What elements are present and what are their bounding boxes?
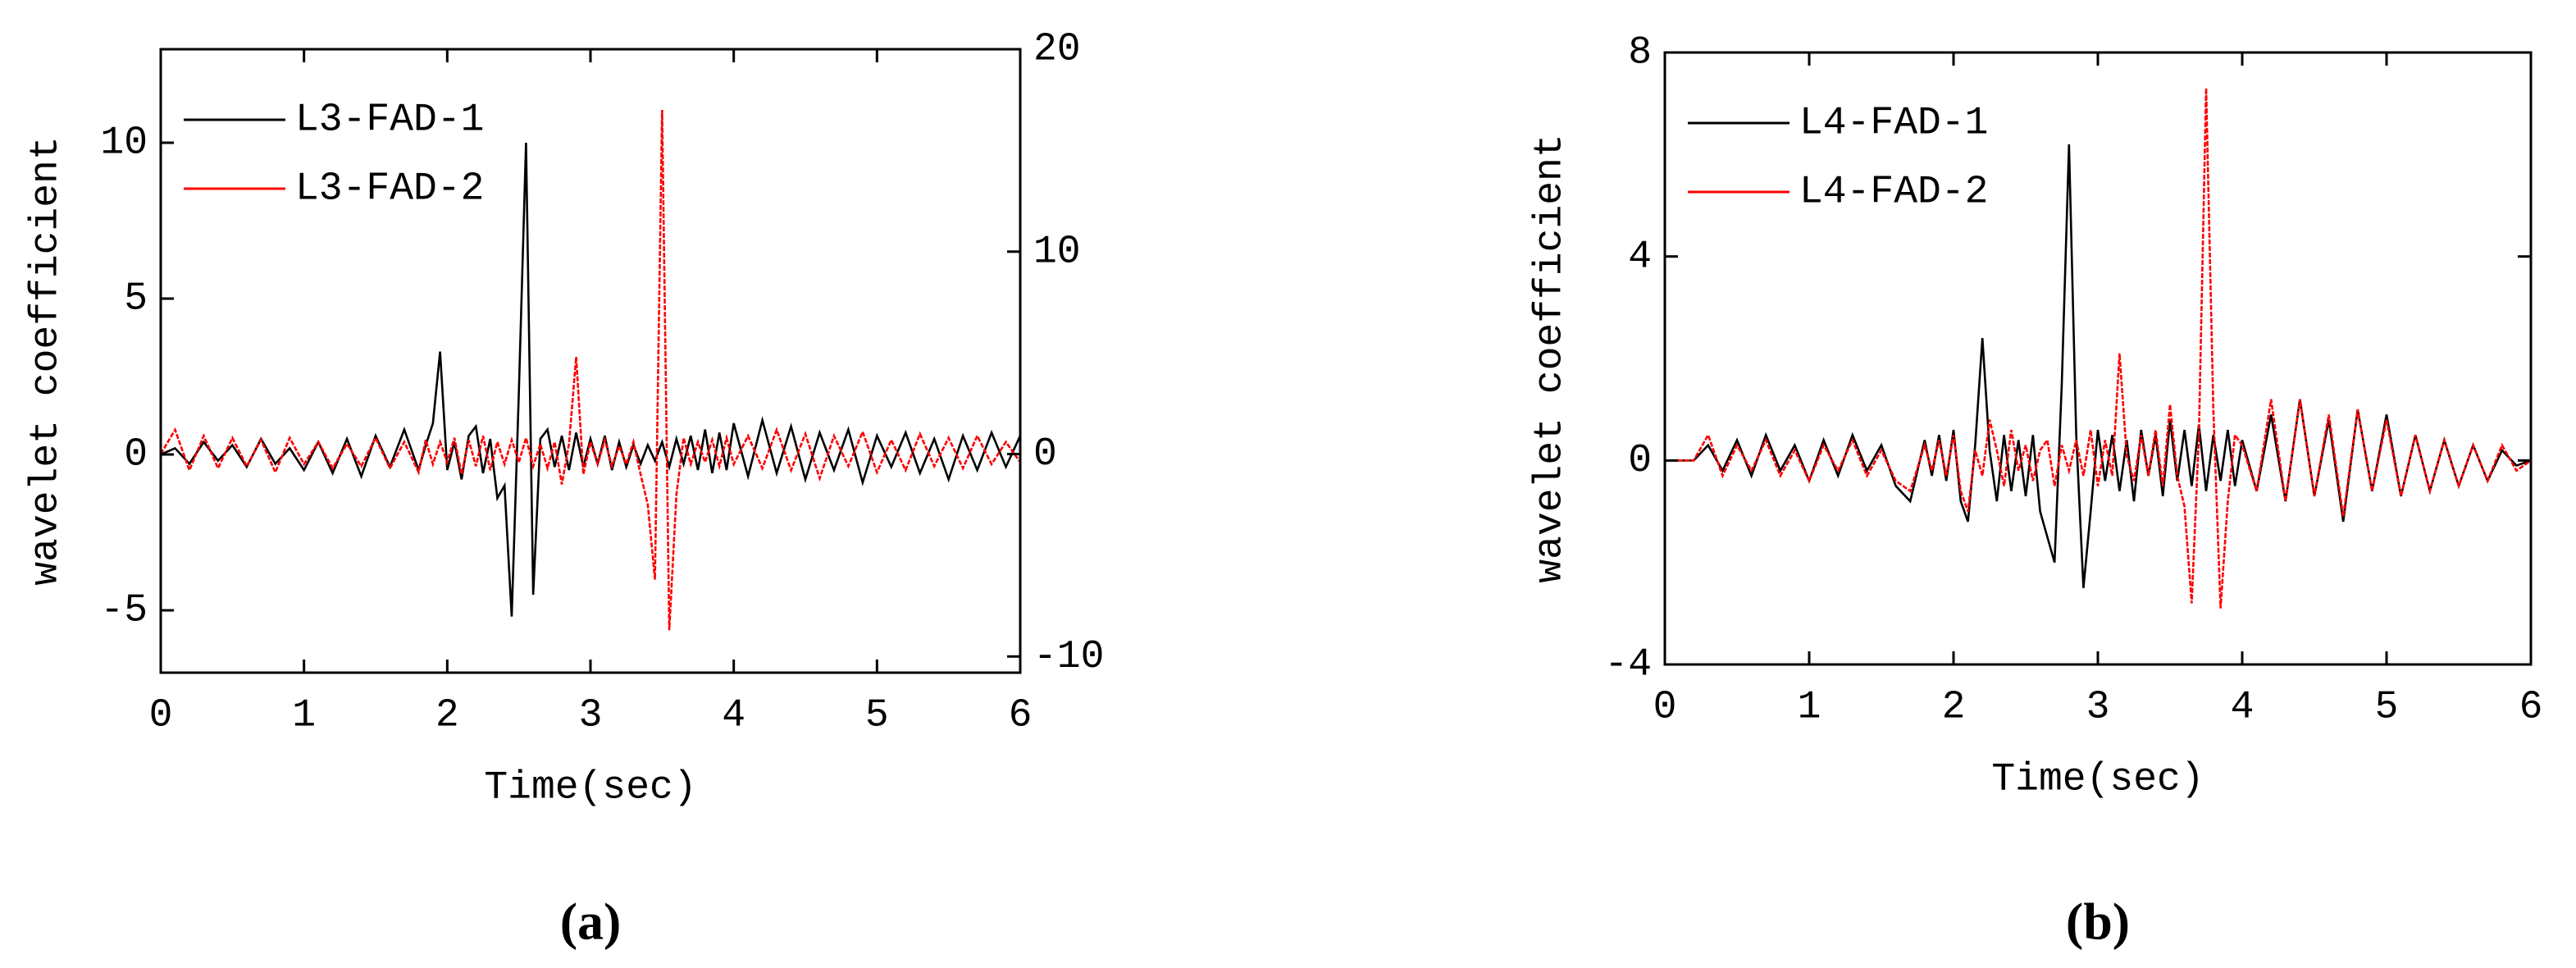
y-axis-label: wavelet coefficient	[25, 136, 69, 585]
y2-tick-label: 20	[1033, 28, 1081, 72]
x-tick-label: 2	[435, 694, 459, 738]
x-tick-label: 3	[579, 694, 603, 738]
y2-tick-label: 0	[1033, 432, 1057, 477]
y2-tick-label: 10	[1033, 230, 1081, 274]
legend-label: L3-FAD-1	[295, 98, 484, 143]
series-line	[1665, 144, 2532, 588]
series-line	[1665, 88, 2532, 609]
x-tick-label: 5	[2375, 686, 2399, 730]
x-tick-label: 3	[2086, 686, 2110, 730]
y-tick-label: -5	[100, 589, 148, 633]
x-tick-label: 4	[2231, 686, 2255, 730]
y-tick-label: 10	[100, 121, 148, 166]
plot-frame	[1663, 51, 2533, 666]
x-axis-label: Time(sec)	[1991, 758, 2204, 802]
x-tick-label: 5	[865, 694, 889, 738]
x-tick-label: 1	[292, 694, 316, 738]
plot-frame	[159, 48, 1022, 674]
caption: (b)	[2066, 893, 2130, 951]
x-tick-label: 0	[149, 694, 173, 738]
series-line	[159, 110, 1022, 631]
y2-tick-label: -10	[1033, 635, 1104, 679]
x-tick-label: 2	[1942, 686, 1966, 730]
y-tick-label: -4	[1604, 643, 1652, 687]
caption: (a)	[560, 893, 622, 951]
series-line	[160, 142, 1022, 617]
legend-label: L4-FAD-1	[1799, 102, 1988, 146]
x-tick-label: 4	[722, 694, 745, 738]
y-tick-label: 8	[1628, 31, 1652, 75]
x-tick-label: 0	[1653, 686, 1677, 730]
y-tick-label: 5	[124, 277, 148, 322]
y-tick-label: 4	[1628, 235, 1652, 279]
x-tick-label: 6	[1009, 694, 1033, 738]
y-tick-label: 0	[124, 433, 148, 477]
y-axis-label: wavelet coefficient	[1529, 134, 1573, 582]
x-tick-label: 1	[1798, 686, 1821, 730]
y-tick-label: 0	[1628, 439, 1652, 483]
legend-label: L4-FAD-2	[1799, 171, 1988, 215]
x-tick-label: 6	[2519, 686, 2543, 730]
legend-label: L3-FAD-2	[295, 167, 484, 212]
x-axis-label: Time(sec)	[484, 766, 696, 810]
